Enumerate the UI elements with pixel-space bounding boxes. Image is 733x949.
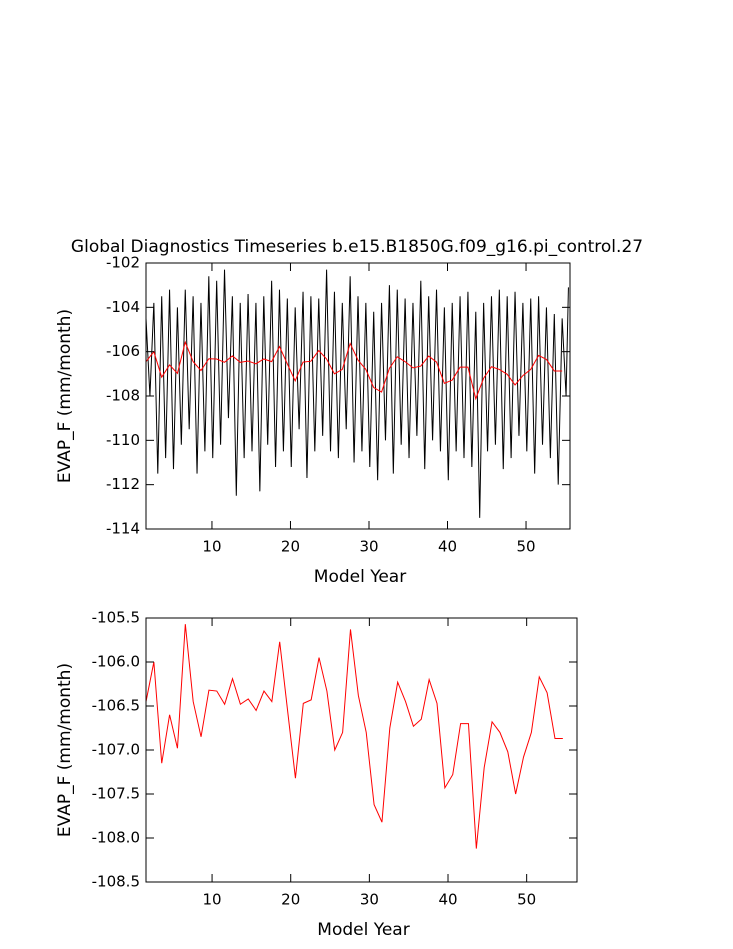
x-tick-label: 40 — [438, 538, 457, 556]
x-tick-label: 20 — [281, 538, 300, 556]
x-tick-label: 40 — [438, 891, 457, 909]
y-tick-label: -114 — [106, 520, 140, 538]
y-tick-label: -107.0 — [92, 741, 140, 759]
series-line — [145, 269, 569, 518]
x-tick-label: 20 — [281, 891, 300, 909]
x-tick-label: 30 — [359, 538, 378, 556]
series-line — [145, 340, 563, 401]
y-tick-label: -104 — [106, 298, 140, 316]
y-axis-label: EVAP_F (mm/month) — [55, 309, 75, 483]
y-tick-label: -102 — [106, 254, 140, 272]
y-tick-label: -108.5 — [92, 873, 140, 891]
y-tick-label: -106.0 — [92, 653, 140, 671]
x-tick-label: 30 — [360, 891, 379, 909]
chart-title: Global Diagnostics Timeseries b.e15.B185… — [71, 237, 643, 257]
y-tick-label: -108 — [106, 387, 140, 405]
y-tick-label: -110 — [106, 431, 140, 449]
y-tick-label: -106 — [106, 342, 140, 360]
x-tick-label: 50 — [516, 538, 535, 556]
series-line — [145, 624, 563, 849]
y-tick-label: -106.5 — [92, 697, 140, 715]
x-axis-label: Model Year — [314, 567, 406, 587]
y-tick-label: -112 — [106, 475, 140, 493]
x-tick-label: 50 — [517, 891, 536, 909]
plot-frame — [145, 617, 578, 883]
x-tick-label: 10 — [203, 891, 222, 909]
x-tick-label: 10 — [202, 538, 221, 556]
y-tick-label: -107.5 — [92, 785, 140, 803]
x-axis-label: Model Year — [317, 920, 409, 940]
y-axis-label: EVAP_F (mm/month) — [55, 663, 75, 837]
y-tick-label: -105.5 — [92, 609, 140, 627]
y-tick-label: -108.0 — [92, 829, 140, 847]
